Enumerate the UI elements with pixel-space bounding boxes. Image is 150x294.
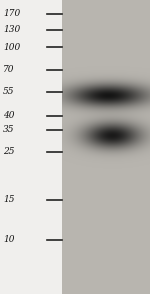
Text: 70: 70 [3, 66, 15, 74]
Text: 15: 15 [3, 196, 15, 205]
Bar [0, 0, 62, 294]
Text: 35: 35 [3, 126, 15, 134]
Bar [62, 0, 150, 294]
Text: 130: 130 [3, 26, 20, 34]
Text: 170: 170 [3, 9, 20, 19]
Text: 100: 100 [3, 43, 20, 51]
Text: 40: 40 [3, 111, 15, 121]
Text: 10: 10 [3, 235, 15, 245]
Text: 25: 25 [3, 148, 15, 156]
Text: 55: 55 [3, 88, 15, 96]
